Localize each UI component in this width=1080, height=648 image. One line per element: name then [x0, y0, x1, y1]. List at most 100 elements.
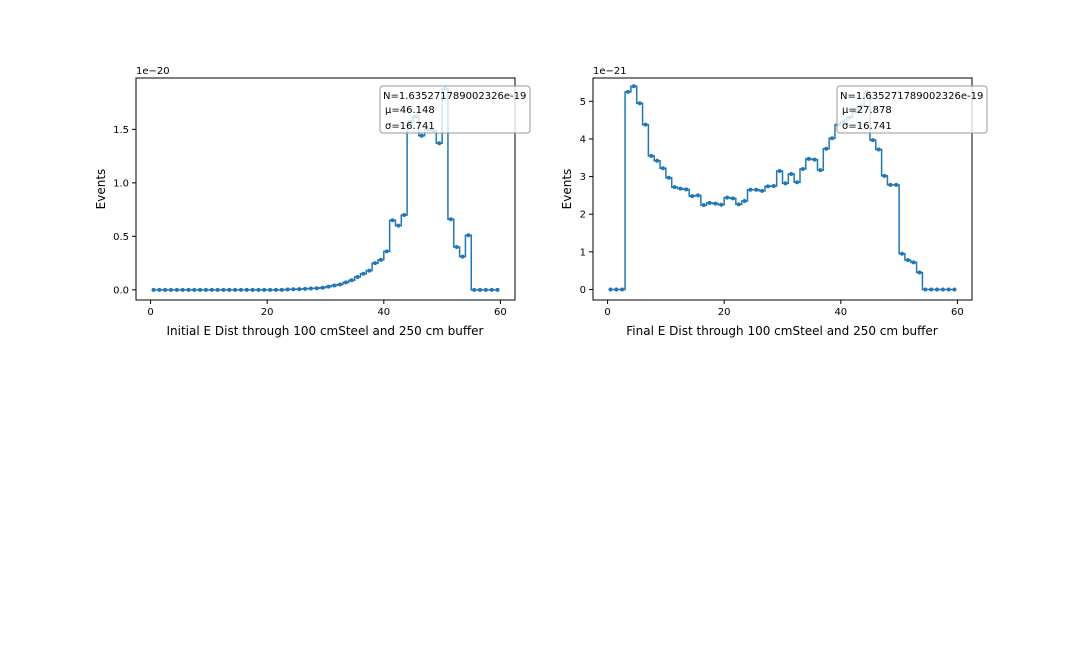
chart-initial-data-point: [326, 284, 331, 289]
chart-final-xtick-label: 40: [834, 307, 847, 318]
chart-final-data-point: [625, 89, 630, 94]
chart-final-xlabel: Final E Dist through 100 cmSteel and 250…: [626, 324, 938, 338]
chart-initial-data-point: [489, 287, 494, 292]
chart-final-data-point: [608, 287, 613, 292]
chart-initial-data-point: [373, 261, 378, 266]
chart-final-data-point: [725, 195, 730, 200]
chart-initial-ylabel: Events: [94, 169, 108, 210]
chart-initial-xtick-label: 60: [494, 307, 507, 318]
chart-initial-xticks: 0 20 40 60: [147, 300, 507, 318]
chart-final-data-point: [940, 287, 945, 292]
chart-initial-data-point: [396, 223, 401, 228]
chart-initial-legend-n: N=1.635271789002326e-19: [383, 91, 526, 102]
chart-initial-data-point: [168, 287, 173, 292]
chart-final-data-point: [946, 287, 951, 292]
chart-final-data-point: [812, 157, 817, 162]
chart-final-offset-text: 1e−21: [593, 66, 627, 77]
chart-final-data-point: [876, 147, 881, 152]
chart-initial-data-point: [308, 286, 313, 291]
chart-initial-data-point: [285, 287, 290, 292]
chart-initial-legend-sigma: σ=16.741: [385, 121, 435, 132]
chart-initial-data-point: [367, 268, 372, 273]
chart-final-data-point: [795, 180, 800, 185]
chart-final-data-point: [742, 199, 747, 204]
chart-final-data-point: [905, 258, 910, 263]
chart-final-data-point: [684, 187, 689, 192]
chart-final-data-point: [695, 193, 700, 198]
chart-final-yticks: 0 1 2 3 4 5: [580, 97, 593, 296]
chart-final-data-point: [690, 194, 695, 199]
chart-initial-data-point: [262, 287, 267, 292]
chart-final-legend: N=1.635271789002326e-19 μ=27.878 σ=16.74…: [836, 85, 988, 134]
chart-initial-data-point: [227, 287, 232, 292]
chart-final-data-point: [952, 287, 957, 292]
chart-initial-data-point: [361, 271, 366, 276]
chart-final-data-point: [713, 201, 718, 206]
chart-final-xticks: 0 20 40 60: [604, 300, 964, 318]
chart-initial-data-point: [157, 287, 162, 292]
chart-final-data-point: [672, 185, 677, 190]
chart-initial-data-point: [384, 249, 389, 254]
chart-initial-legend-box: [379, 85, 531, 134]
chart-final-ytick-label: 4: [580, 134, 586, 145]
chart-initial-series-line: [153, 87, 498, 291]
chart-initial-xtick-label: 0: [147, 307, 153, 318]
chart-initial-data-point: [343, 280, 348, 285]
chart-final-data-point: [923, 287, 928, 292]
chart-final-xtick-label: 60: [951, 307, 964, 318]
chart-initial-data-point: [273, 287, 278, 292]
chart-final-legend-n: N=1.635271789002326e-19: [840, 91, 983, 102]
chart-final-legend-box: [836, 85, 988, 134]
chart-final-data-point: [730, 196, 735, 201]
chart-final-data-point: [917, 270, 922, 275]
chart-initial-data-point: [233, 287, 238, 292]
chart-initial-data-point: [472, 287, 477, 292]
chart-final-legend-mu: μ=27.878: [842, 105, 892, 116]
chart-final-series-layer: [608, 84, 957, 292]
chart-initial-data-point: [209, 287, 214, 292]
chart-final-data-point: [870, 138, 875, 143]
chart-initial-xtick-label: 40: [377, 307, 390, 318]
chart-initial-data-point: [349, 278, 354, 283]
chart-initial-data-point: [314, 286, 319, 291]
chart-final-ytick-label: 0: [580, 285, 586, 296]
chart-initial-data-point: [256, 287, 261, 292]
chart-final-data-point: [783, 181, 788, 186]
chart-initial-data-point: [186, 287, 191, 292]
chart-final-ytick-label: 5: [580, 97, 586, 108]
chart-final-data-point: [736, 202, 741, 207]
chart-initial-data-point: [180, 287, 185, 292]
chart-final-data-point: [666, 175, 671, 180]
chart-final-data-point: [631, 84, 636, 89]
chart-initial-data-point: [355, 274, 360, 279]
chart-final-data-point: [719, 202, 724, 207]
chart-final-data-point: [765, 184, 770, 189]
chart-initial-data-point: [478, 287, 483, 292]
chart-initial-data-point: [268, 287, 273, 292]
chart-initial-data-point: [221, 287, 226, 292]
chart-final-legend-sigma: σ=16.741: [842, 121, 892, 132]
chart-final-data-point: [643, 122, 648, 127]
chart-initial-xtick-label: 20: [261, 307, 274, 318]
chart-final-data-point: [818, 168, 823, 173]
chart-final-data-point: [900, 251, 905, 256]
chart-initial-data-point: [291, 287, 296, 292]
chart-initial-data-point: [495, 287, 500, 292]
chart-initial-data-point: [390, 218, 395, 223]
chart-final-ytick-label: 3: [580, 172, 586, 183]
chart-final-xtick-label: 0: [604, 307, 610, 318]
chart-final-data-point: [754, 187, 759, 192]
chart-initial-data-point: [454, 245, 459, 250]
chart-final-data-point: [830, 136, 835, 141]
chart-final-e-dist: 0 20 40 60 0 1 2 3 4 5 1e−21 Events Final E Dist…: [560, 66, 988, 338]
chart-initial-data-point: [437, 141, 442, 146]
chart-final-data-point: [935, 287, 940, 292]
chart-initial-data-point: [448, 217, 453, 222]
chart-initial-offset-text: 1e−20: [136, 66, 170, 77]
chart-initial-data-point: [402, 212, 407, 217]
chart-final-data-point: [800, 167, 805, 172]
chart-final-data-point: [911, 260, 916, 265]
chart-initial-ytick-label: 1.5: [113, 125, 129, 136]
chart-initial-data-point: [192, 287, 197, 292]
